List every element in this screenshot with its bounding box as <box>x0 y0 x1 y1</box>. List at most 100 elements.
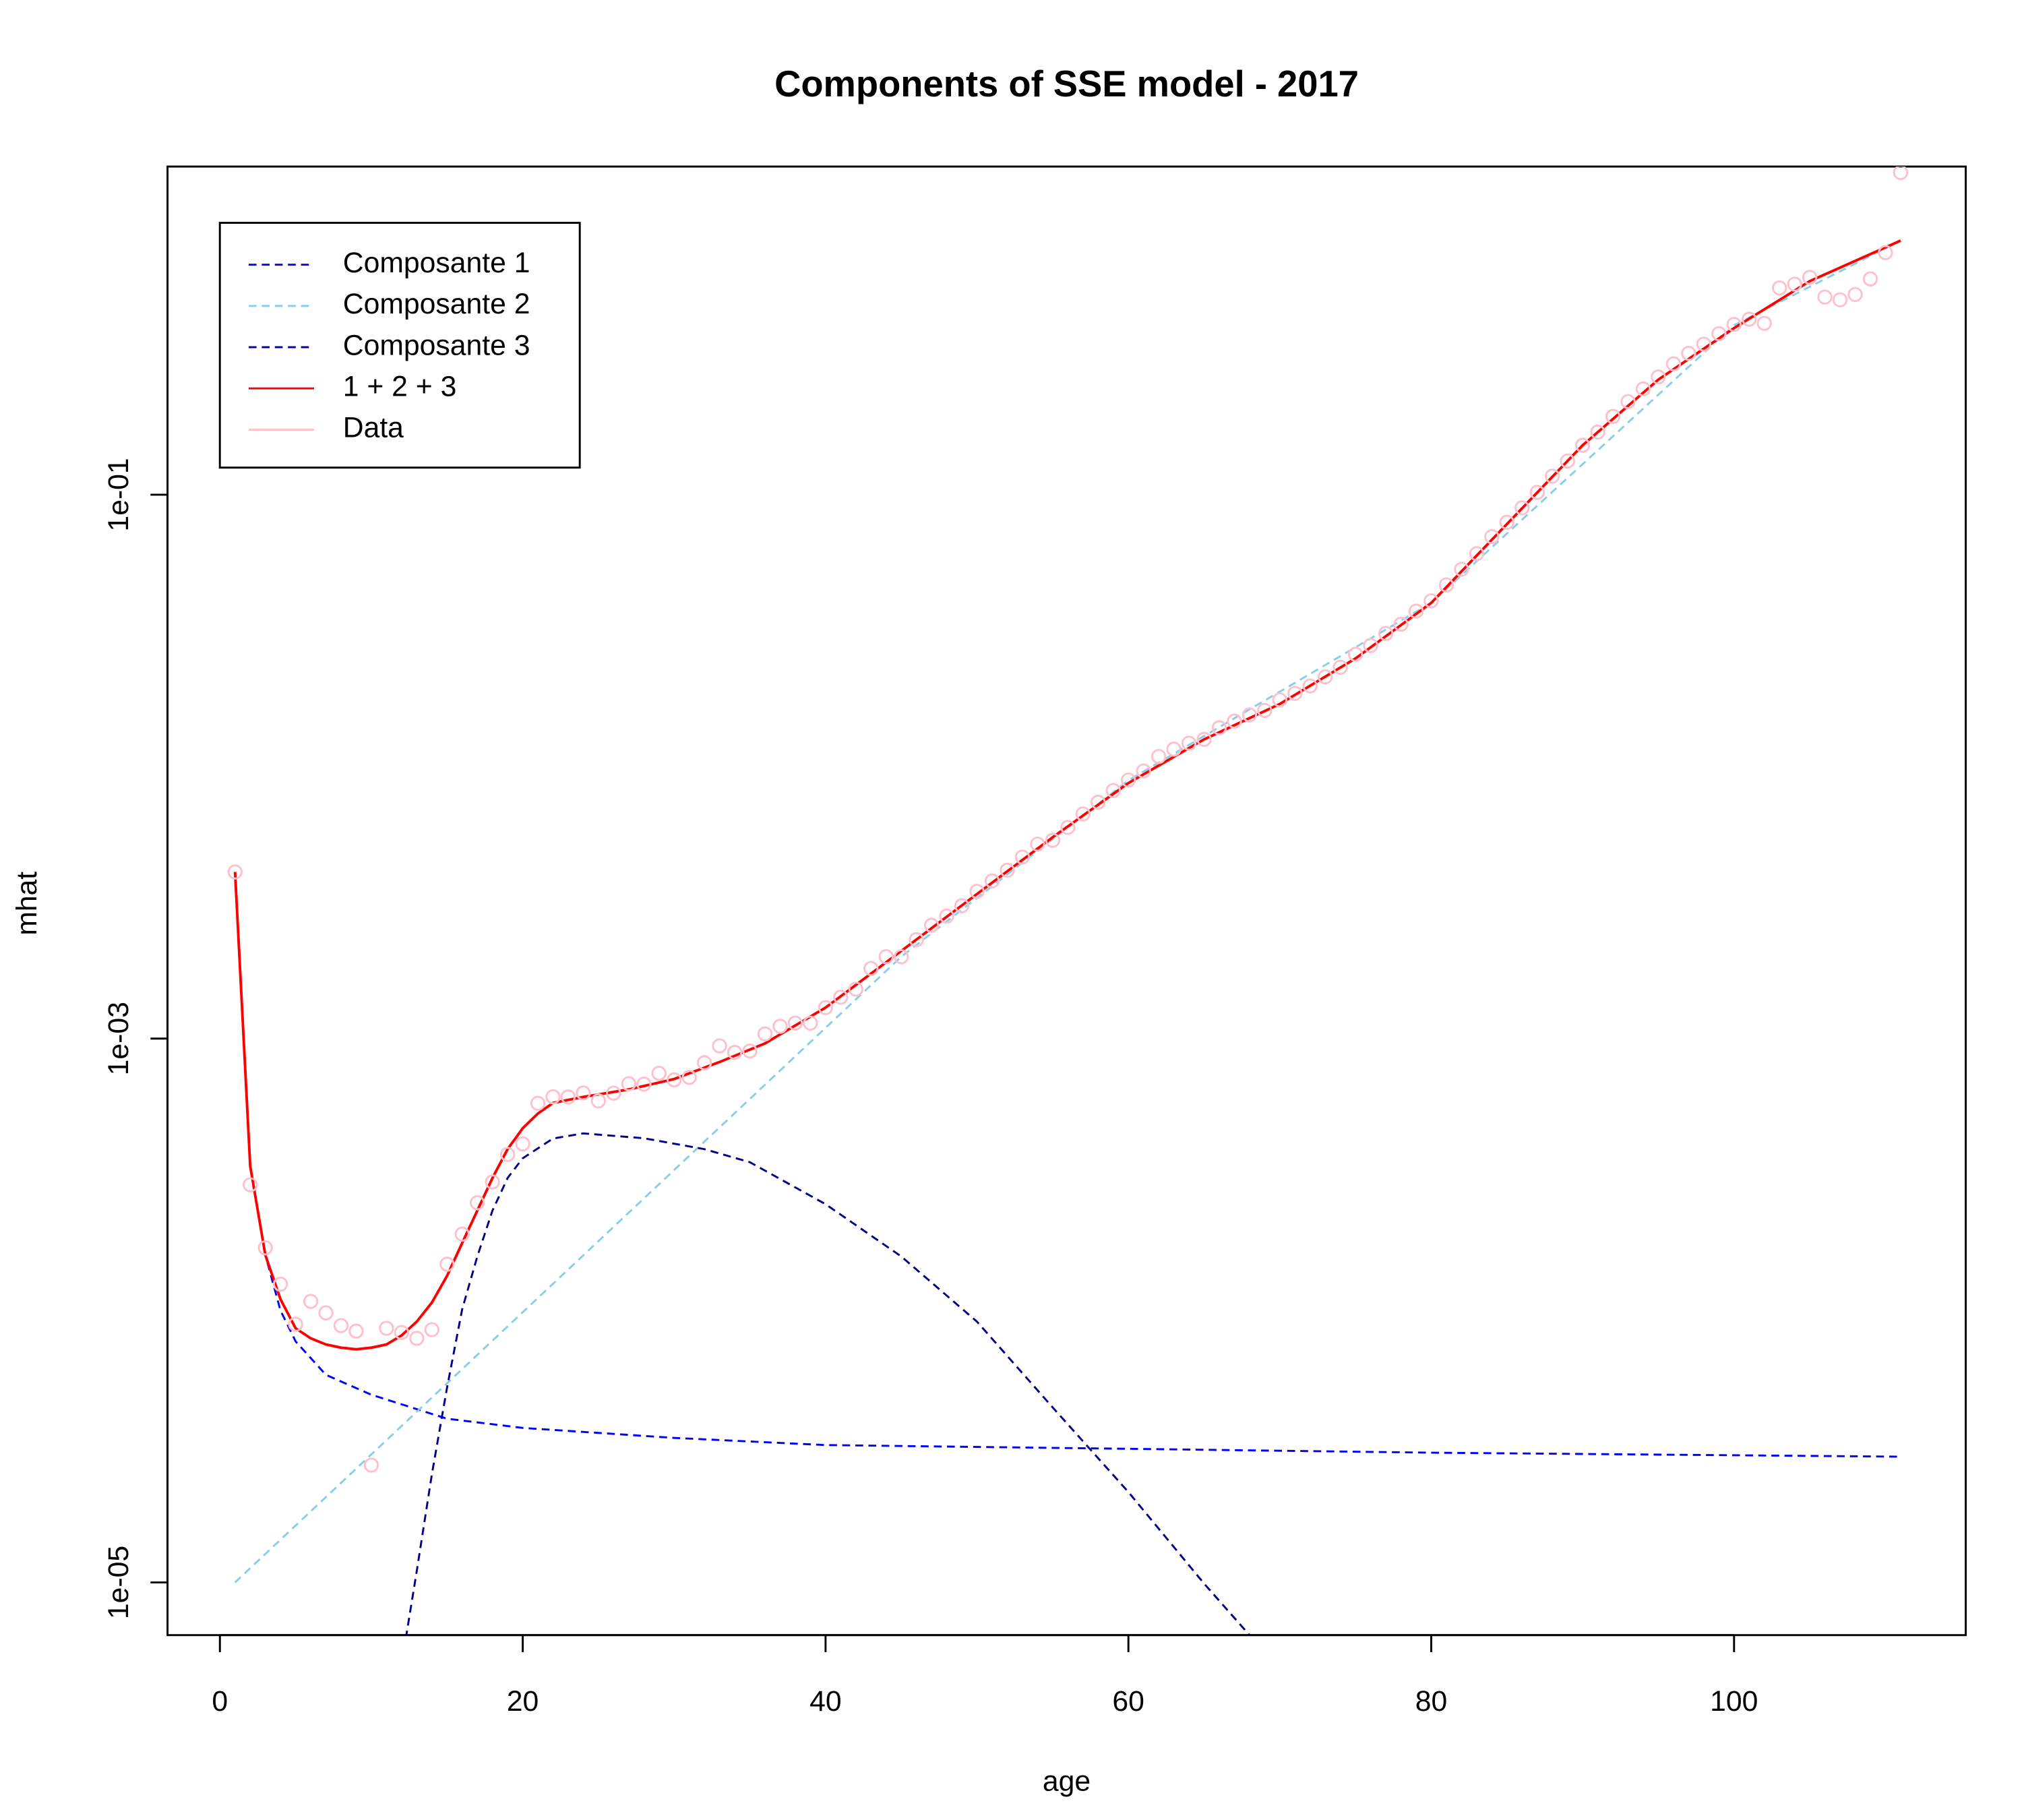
series-line <box>405 1132 1250 1635</box>
data-point <box>379 1321 394 1336</box>
data-point <box>394 1325 410 1340</box>
data-point <box>1545 468 1560 484</box>
data-point <box>1136 763 1151 779</box>
data-point <box>1000 862 1015 878</box>
data-point <box>303 1294 319 1309</box>
legend-label: Composante 3 <box>343 329 530 361</box>
data-point <box>1151 749 1167 764</box>
data-point <box>485 1174 500 1190</box>
data-point <box>954 898 970 913</box>
data-point <box>1529 485 1545 500</box>
data-point <box>1711 326 1727 342</box>
chart-title: Components of SSE model - 2017 <box>774 63 1359 104</box>
x-tick-label: 40 <box>809 1685 842 1718</box>
data-point <box>1014 849 1031 865</box>
x-axis-label: age <box>1043 1765 1091 1797</box>
data-point <box>667 1072 682 1088</box>
data-point <box>576 1085 591 1101</box>
data-point <box>696 1055 712 1070</box>
data-point <box>1817 289 1833 305</box>
data-point <box>803 1015 818 1031</box>
legend-label: Data <box>343 412 404 444</box>
data-point <box>454 1226 470 1242</box>
data-point <box>787 1015 803 1031</box>
y-tick-label: 1e-01 <box>102 458 135 531</box>
data-point <box>363 1457 379 1473</box>
data-point <box>1030 837 1045 852</box>
data-point <box>1105 783 1121 798</box>
data-point <box>742 1043 758 1059</box>
data-point <box>636 1076 652 1092</box>
data-point <box>1196 731 1212 748</box>
data-point <box>1787 276 1802 292</box>
data-point <box>515 1136 530 1152</box>
data-point <box>1651 369 1666 385</box>
data-point <box>606 1085 621 1101</box>
data-point <box>257 1240 273 1256</box>
data-point <box>1499 514 1514 530</box>
x-tick-label: 60 <box>1112 1685 1144 1718</box>
data-point <box>409 1331 425 1346</box>
x-tick-label: 0 <box>212 1685 228 1718</box>
data-point <box>1620 394 1636 409</box>
data-point <box>1862 271 1878 286</box>
data-point <box>1287 686 1303 701</box>
data-point <box>1574 437 1591 453</box>
data-point <box>863 961 879 976</box>
data-point <box>1075 806 1091 822</box>
legend-label: Composante 1 <box>343 247 530 279</box>
data-point <box>772 1019 788 1034</box>
data-point <box>1469 546 1485 562</box>
plot-area <box>227 166 1909 1635</box>
data-point <box>1166 741 1182 757</box>
data-point <box>545 1089 561 1105</box>
data-point <box>1091 794 1106 810</box>
data-point <box>1726 317 1742 332</box>
data-point <box>1060 820 1076 835</box>
data-point <box>333 1318 349 1333</box>
data-point <box>348 1323 364 1339</box>
data-point <box>712 1038 727 1054</box>
data-point <box>1560 453 1575 469</box>
data-point <box>1438 577 1454 593</box>
data-point <box>272 1276 288 1292</box>
data-point <box>1772 280 1787 296</box>
data-point <box>1605 408 1621 424</box>
data-point <box>1393 616 1409 632</box>
data-point <box>424 1322 439 1337</box>
y-tick-label: 1e-03 <box>102 1002 135 1075</box>
data-point <box>530 1095 546 1111</box>
data-point <box>1227 713 1242 729</box>
data-point <box>621 1076 636 1091</box>
data-point <box>1242 707 1258 723</box>
data-point <box>243 1177 258 1192</box>
x-tick-label: 80 <box>1415 1685 1448 1718</box>
data-point <box>1802 270 1818 285</box>
data-point <box>1045 832 1061 848</box>
data-point <box>1272 692 1287 708</box>
data-point <box>848 981 863 997</box>
data-point <box>1347 646 1364 662</box>
data-point <box>1590 424 1605 440</box>
data-point <box>1514 500 1530 516</box>
x-tick-label: 100 <box>1710 1685 1758 1718</box>
data-point <box>1742 311 1757 327</box>
data-point <box>1756 315 1772 331</box>
series-line <box>233 239 1901 1351</box>
data-point <box>1696 336 1712 352</box>
data-point <box>923 917 940 933</box>
data-point <box>1318 669 1333 685</box>
data-point <box>939 908 954 924</box>
data-point <box>1454 562 1469 577</box>
data-point <box>681 1070 697 1085</box>
data-point <box>560 1089 576 1105</box>
data-point <box>499 1147 516 1162</box>
data-point <box>1363 638 1378 653</box>
data-point <box>1332 659 1348 675</box>
data-point <box>878 949 894 965</box>
data-point <box>894 949 909 965</box>
data-point <box>1378 626 1394 641</box>
data-point <box>439 1256 455 1272</box>
legend-label: 1 + 2 + 3 <box>343 370 457 402</box>
